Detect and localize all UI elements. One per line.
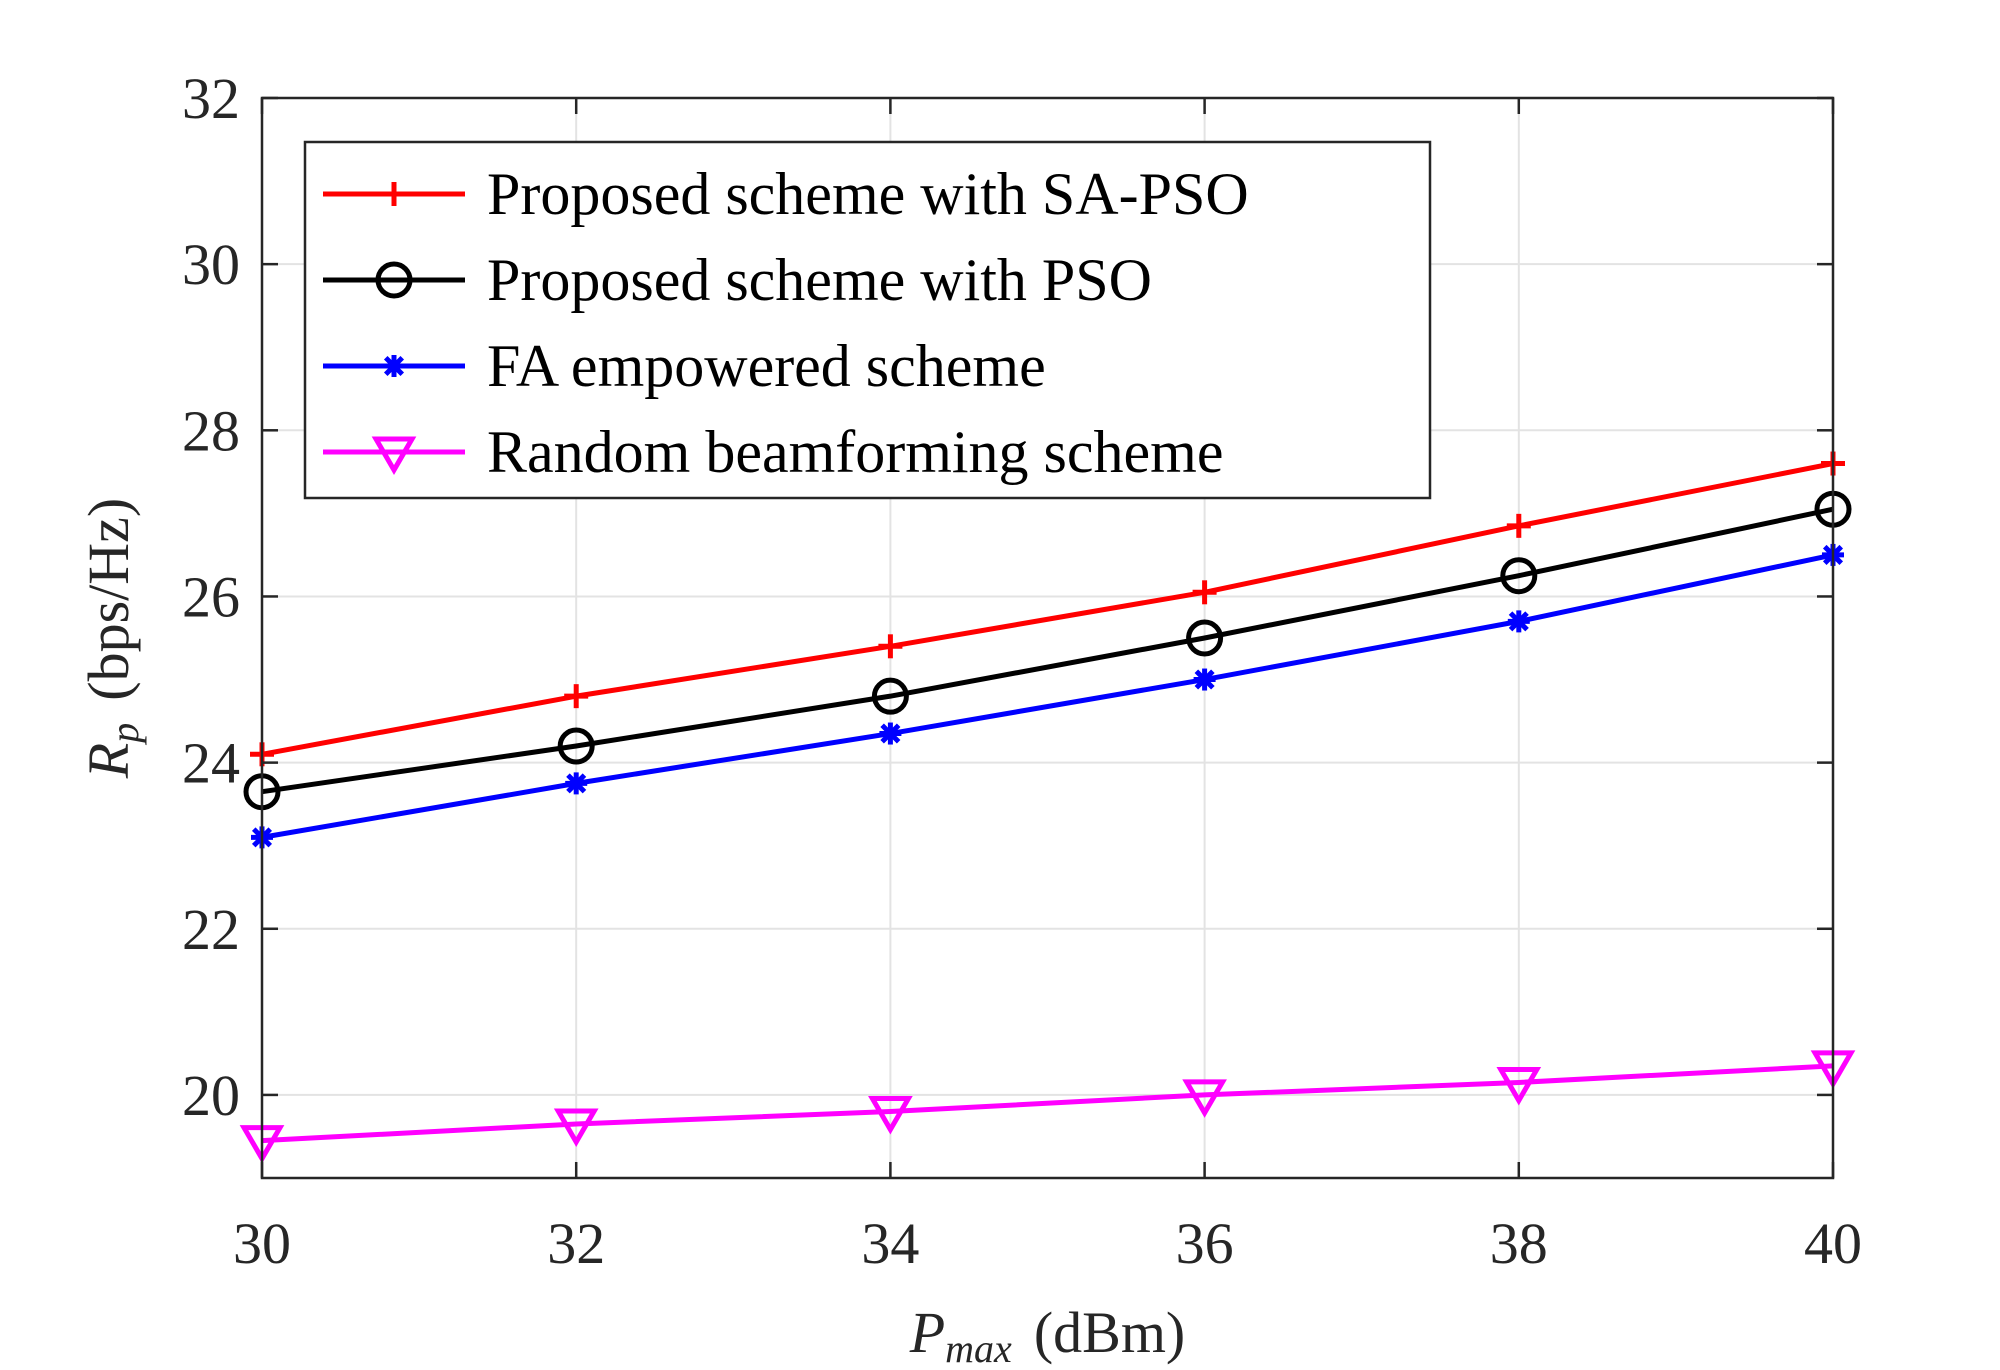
asterisk-marker (1193, 668, 1216, 691)
plus-marker (878, 634, 903, 659)
triangle-down-marker (1496, 1066, 1542, 1106)
plus-marker (1192, 580, 1217, 605)
triangle-down-marker (868, 1096, 913, 1135)
legend-entry: Proposed scheme with PSO (323, 247, 1152, 313)
legend: Proposed scheme with SA-PSO Proposed sche… (303, 140, 1432, 500)
circle-marker (1186, 619, 1224, 657)
asterisk-marker (879, 722, 902, 745)
x-tick-label: 30 (233, 1211, 291, 1276)
plus-marker (1506, 513, 1531, 538)
y-tick-label: 30 (182, 232, 240, 297)
x-tick-label: 40 (1804, 1211, 1862, 1276)
legend-label: Proposed scheme with PSO (487, 247, 1152, 313)
triangle-down-marker (1182, 1079, 1227, 1118)
y-tick-label: 28 (182, 398, 240, 463)
x-tick-label: 38 (1490, 1211, 1548, 1276)
legend-label: FA empowered scheme (487, 333, 1046, 399)
legend-entry: Random beamforming scheme (323, 419, 1223, 485)
y-axis-subscript: p (102, 723, 147, 746)
series-line-1 (261, 506, 1834, 795)
y-axis-symbol: R (76, 743, 141, 779)
y-tick-label: 24 (182, 731, 240, 796)
legend-label: Proposed scheme with SA-PSO (487, 161, 1249, 227)
y-axis-unit: (bps/Hz) (76, 498, 141, 701)
plus-marker (564, 684, 589, 709)
legend-entry: Proposed scheme with SA-PSO (323, 161, 1249, 227)
y-tick-labels: 20 22 24 26 28 30 32 (182, 66, 240, 1128)
series-line-3 (261, 1063, 1834, 1144)
x-tick-label: 32 (547, 1211, 605, 1276)
plot-frame (260, 96, 1835, 1180)
y-tick-label: 26 (182, 564, 240, 629)
plus-marker (382, 182, 406, 206)
circle-marker (557, 727, 595, 765)
x-axis-symbol: P (909, 1300, 945, 1365)
legend-entry: FA empowered scheme (323, 333, 1046, 399)
x-axis-label: Pmax (dBm) (909, 1300, 1186, 1370)
asterisk-marker (565, 772, 588, 795)
series-lines (261, 461, 1834, 1144)
series-line-2 (261, 552, 1834, 840)
circle-marker (1500, 557, 1538, 595)
triangle-down-marker (553, 1108, 599, 1147)
asterisk-marker (383, 355, 405, 377)
y-tick-label: 22 (182, 897, 240, 962)
x-axis-unit: (dBm) (1034, 1300, 1185, 1365)
y-tick-label: 32 (182, 66, 240, 131)
axis-ticks (260, 96, 1835, 1178)
x-tick-label: 36 (1176, 1211, 1234, 1276)
circle-marker (871, 677, 909, 715)
legend-label: Random beamforming scheme (487, 419, 1223, 485)
x-tick-label: 34 (861, 1211, 919, 1276)
series-line-0 (261, 461, 1834, 757)
x-tick-labels: 30 32 34 36 38 40 (233, 1211, 1862, 1276)
circle-marker (375, 261, 413, 299)
y-tick-label: 20 (182, 1063, 240, 1128)
x-axis-subscript: max (945, 1326, 1012, 1370)
legend-box (303, 140, 1432, 500)
asterisk-marker (1507, 610, 1530, 633)
triangle-down-marker (371, 436, 417, 475)
y-axis-label: Rp (bps/Hz) (76, 498, 147, 779)
